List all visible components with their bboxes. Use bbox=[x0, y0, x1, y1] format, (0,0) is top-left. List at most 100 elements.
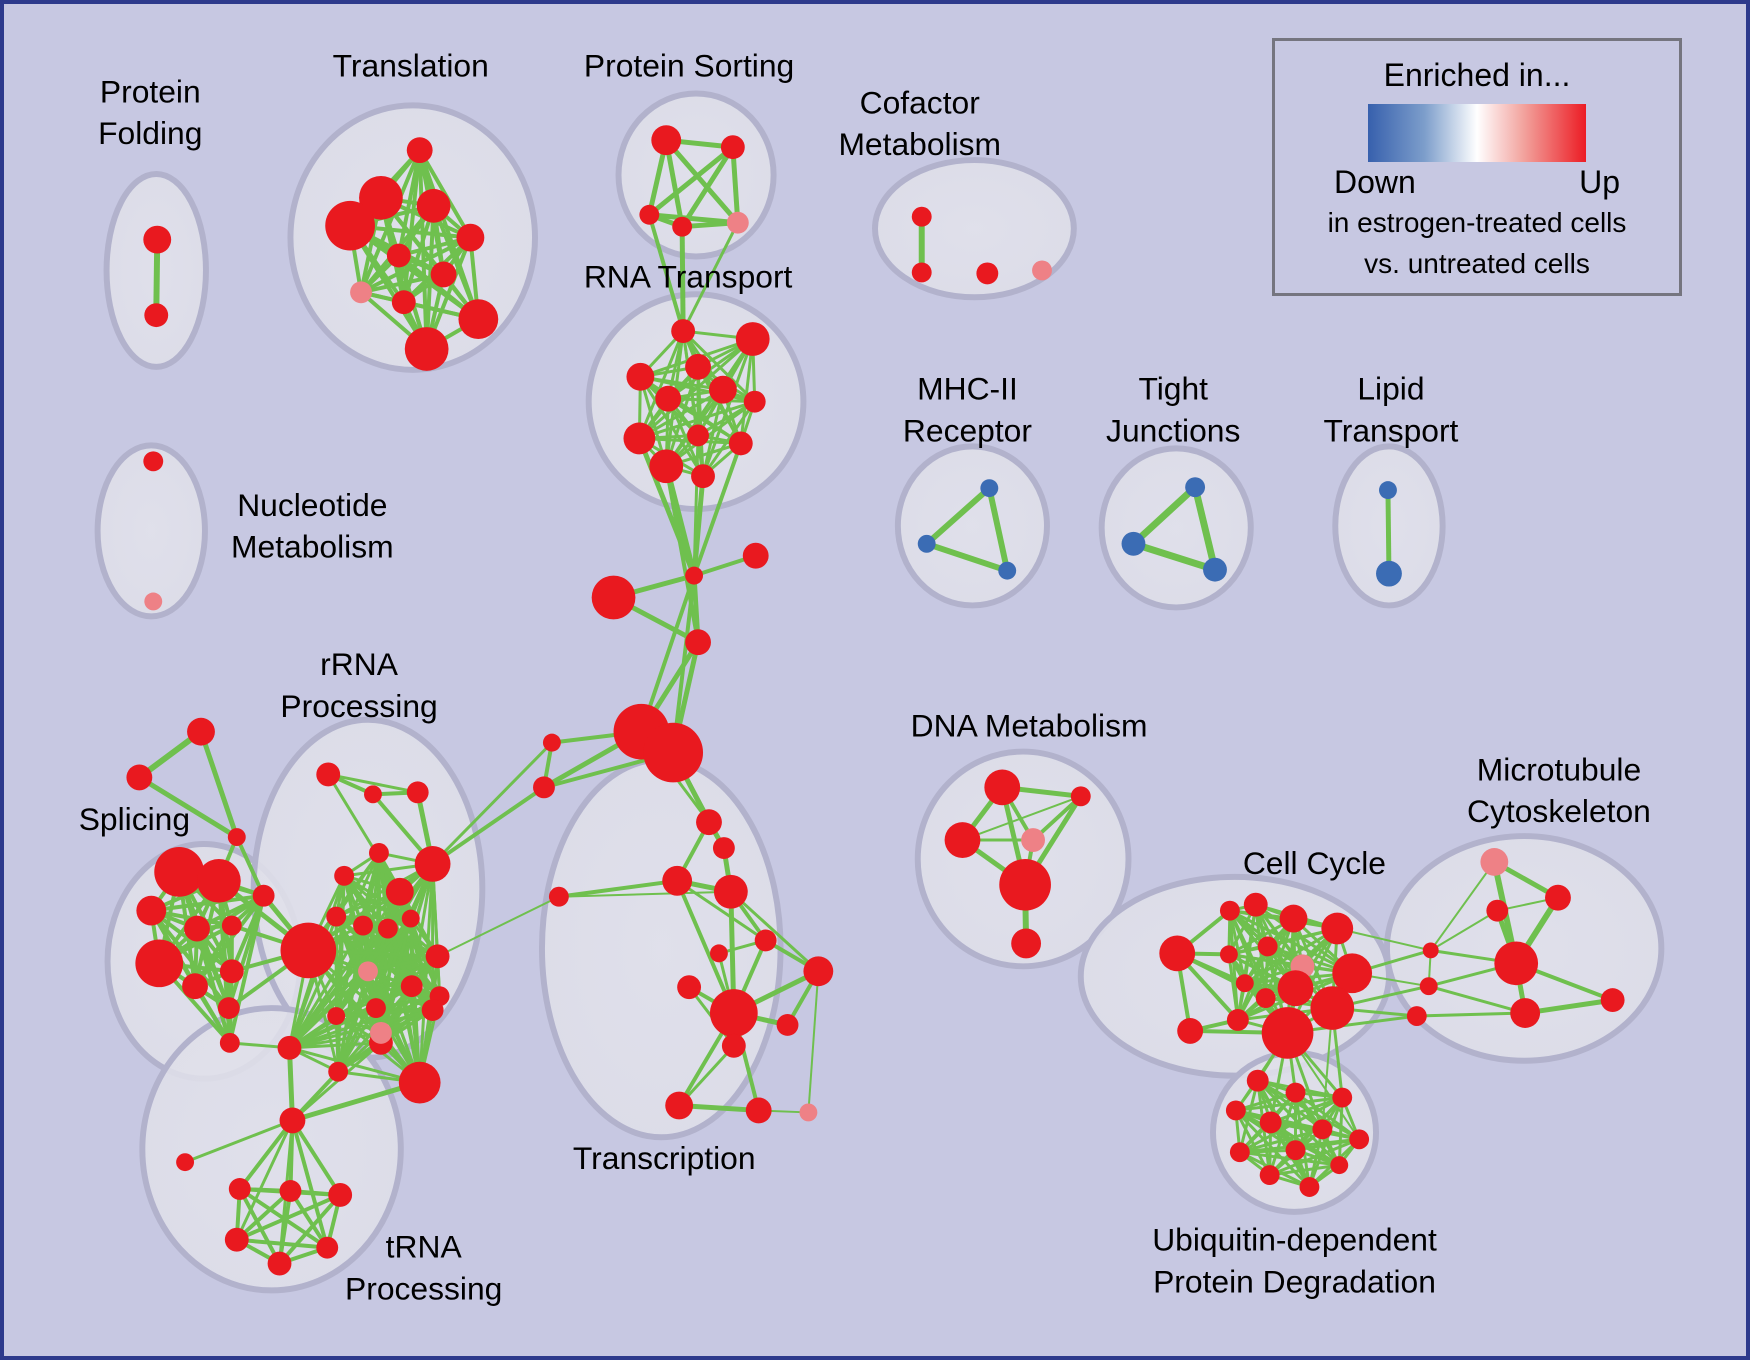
gene-set-node-rrna-processing-21 bbox=[398, 1061, 441, 1104]
gene-set-node-dna-metabolism-1 bbox=[1070, 786, 1091, 807]
gene-set-node-splicing-satellite-2 bbox=[227, 828, 246, 847]
gene-set-node-cell-cycle-7 bbox=[1332, 953, 1373, 994]
edge-trna-processing bbox=[278, 1193, 342, 1265]
gene-set-node-translation-3 bbox=[325, 200, 375, 251]
gene-set-node-protein-folding-1 bbox=[144, 303, 169, 328]
legend-up-label: Up bbox=[1579, 164, 1620, 200]
gene-set-node-protein-sorting-1 bbox=[720, 135, 745, 160]
edge-central-connectors-to-transcription bbox=[558, 878, 678, 899]
edge-protein-sorting bbox=[680, 145, 735, 229]
edge-trna-processing bbox=[238, 1119, 295, 1191]
gene-set-node-nucleotide-metabolism-1 bbox=[144, 592, 163, 611]
gene-set-node-cell-cycle-0 bbox=[1159, 935, 1196, 972]
gene-set-node-rrna-processing-23 bbox=[421, 999, 444, 1021]
gene-set-node-transcription-9 bbox=[776, 1014, 799, 1036]
edge-rna-transport bbox=[638, 330, 685, 439]
gene-set-node-central-connectors-1 bbox=[742, 542, 769, 569]
cluster-label-splicing: Splicing bbox=[79, 801, 190, 837]
edge-mhc-ii-receptor bbox=[986, 487, 1011, 572]
gene-set-node-splicing-2 bbox=[136, 895, 167, 926]
gene-set-node-splicing-4 bbox=[184, 915, 210, 942]
gene-set-node-transcription-10 bbox=[721, 1033, 746, 1058]
gene-set-node-splicing-5 bbox=[221, 915, 242, 936]
legend-caption-line1: in estrogen-treated cells bbox=[1327, 207, 1627, 238]
edge-tight-junctions bbox=[1131, 484, 1198, 547]
gene-set-node-ubiquitin-degradation-0 bbox=[1246, 1069, 1269, 1092]
edge-rrna-processing bbox=[288, 970, 370, 1049]
edge-rrna-processing bbox=[326, 773, 402, 893]
gene-set-node-cell-cycle-12 bbox=[1310, 986, 1355, 1030]
edge-rrna-processing bbox=[335, 994, 440, 1018]
gene-set-node-transcription-13 bbox=[799, 1103, 818, 1122]
cluster-label-mhc-ii-receptor: MHC-II bbox=[917, 371, 1018, 407]
edge-rrna-processing bbox=[289, 1008, 433, 1050]
gene-set-node-microtubule-cytoskeleton-0 bbox=[1480, 848, 1509, 876]
edge-protein-sorting-to-rna-transport bbox=[679, 226, 686, 332]
gene-set-node-rna-transport-6 bbox=[743, 390, 766, 413]
gene-set-node-splicing-satellite-1 bbox=[126, 764, 153, 791]
edge-trna-processing bbox=[235, 1119, 294, 1241]
gene-set-node-microtubule-cytoskeleton-7 bbox=[1419, 977, 1438, 996]
gene-set-node-rrna-processing-17 bbox=[327, 1007, 346, 1025]
gene-set-node-rna-transport-3 bbox=[626, 362, 655, 391]
edge-rrna-processing bbox=[327, 772, 418, 794]
cluster-label-ubiquitin-degradation: Protein Degradation bbox=[1153, 1263, 1436, 1299]
gene-set-node-microtubule-cytoskeleton-2 bbox=[1486, 899, 1509, 922]
gene-set-node-rrna-processing-8 bbox=[353, 915, 373, 936]
gene-set-node-rrna-processing-7 bbox=[326, 906, 347, 927]
gene-set-node-cell-cycle-14 bbox=[1226, 1009, 1249, 1031]
gene-set-node-microtubule-cytoskeleton-6 bbox=[1422, 942, 1439, 959]
gene-set-node-splicing-10 bbox=[219, 1032, 240, 1053]
edge-dna-metabolism bbox=[962, 795, 1082, 841]
edge-rna-transport bbox=[668, 397, 755, 404]
cluster-label-nucleotide-metabolism: Nucleotide bbox=[237, 487, 387, 523]
edge-trna-processing bbox=[290, 1119, 330, 1249]
edge-microtubule-cytoskeleton bbox=[1428, 984, 1526, 1015]
edge-rna-transport bbox=[701, 400, 756, 478]
edge-protein-sorting bbox=[647, 145, 735, 217]
edge-splicing bbox=[195, 927, 232, 1044]
gene-set-node-cofactor-metabolism-3 bbox=[1032, 260, 1052, 281]
cluster-label-rrna-processing: Processing bbox=[280, 688, 437, 724]
cluster-label-dna-metabolism: DNA Metabolism bbox=[911, 708, 1148, 744]
edge-rna-transport-to-central-connectors bbox=[692, 442, 743, 577]
gene-set-node-translation-1 bbox=[359, 175, 403, 220]
gene-set-node-transcription-0 bbox=[696, 809, 722, 836]
edge-protein-sorting bbox=[664, 138, 740, 225]
gene-set-node-cell-cycle-9 bbox=[1235, 974, 1254, 993]
gene-set-node-translation-4 bbox=[456, 223, 485, 252]
gene-set-node-translation-5 bbox=[386, 243, 411, 268]
gene-set-node-rrna-processing-20 bbox=[328, 1061, 349, 1082]
gene-set-node-central-connectors-8 bbox=[548, 886, 569, 907]
gene-set-node-microtubule-cytoskeleton-8 bbox=[1406, 1006, 1427, 1026]
edge-rrna-processing bbox=[288, 924, 365, 1049]
edge-trna-processing bbox=[290, 1119, 342, 1197]
gene-set-node-rna-transport-7 bbox=[623, 422, 656, 455]
gene-set-node-ubiquitin-degradation-5 bbox=[1312, 1119, 1333, 1140]
gene-set-node-dna-metabolism-4 bbox=[999, 858, 1051, 911]
gene-set-node-rrna-processing-22 bbox=[369, 1021, 392, 1044]
gene-set-node-translation-9 bbox=[458, 299, 499, 340]
gene-set-node-cofactor-metabolism-2 bbox=[976, 262, 999, 285]
edge-translation bbox=[431, 205, 481, 320]
cluster-label-rna-transport: RNA Transport bbox=[584, 258, 793, 294]
edge-microtubule-cytoskeleton bbox=[1429, 861, 1496, 951]
gene-set-node-tight-junctions-0 bbox=[1185, 477, 1206, 498]
gene-set-node-trna-processing-6 bbox=[267, 1251, 292, 1276]
gene-set-node-rrna-processing-0 bbox=[316, 762, 341, 787]
gene-set-node-splicing-0 bbox=[154, 847, 204, 897]
gene-set-node-mhc-ii-receptor-1 bbox=[917, 534, 936, 553]
gene-set-node-dna-metabolism-0 bbox=[984, 769, 1021, 806]
gene-set-node-microtubule-cytoskeleton-3 bbox=[1494, 941, 1539, 986]
cluster-label-rrna-processing: rRNA bbox=[320, 646, 399, 682]
gene-set-node-cell-cycle-4 bbox=[1321, 912, 1354, 945]
cluster-label-microtubule-cytoskeleton: Cytoskeleton bbox=[1467, 793, 1651, 829]
edge-transcription bbox=[807, 971, 820, 1113]
gene-set-node-ubiquitin-degradation-4 bbox=[1259, 1111, 1282, 1134]
edge-cell-cycle bbox=[1228, 952, 1353, 975]
gene-set-node-trna-processing-4 bbox=[328, 1183, 353, 1207]
gene-set-node-trna-processing-0 bbox=[279, 1107, 306, 1134]
edge-rna-transport-to-central-connectors bbox=[637, 437, 697, 577]
legend-box: Enriched in... Down Up in estrogen-treat… bbox=[1272, 38, 1682, 296]
